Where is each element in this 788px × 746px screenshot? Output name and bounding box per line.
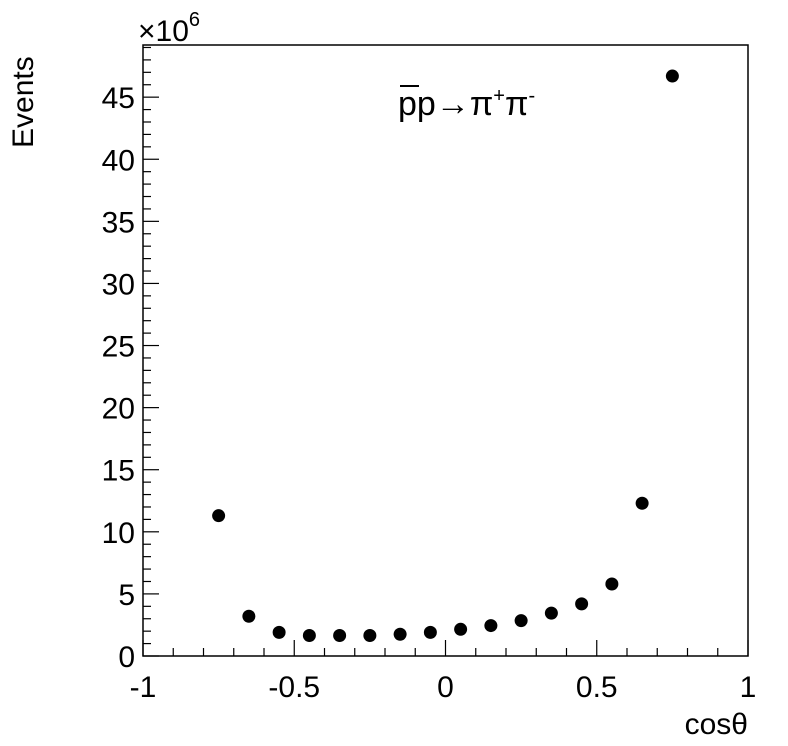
annotation-pi-plus: π <box>470 85 493 123</box>
x-tick-label: 0 <box>437 671 454 704</box>
data-point <box>514 614 528 628</box>
y-tick-label: 45 <box>102 82 135 115</box>
x-tick-label: -0.5 <box>268 671 320 704</box>
data-point <box>544 606 558 620</box>
x-tick-label: 1 <box>740 671 757 704</box>
data-point <box>605 577 619 591</box>
y-axis-title: Events <box>7 56 40 148</box>
data-point <box>272 625 286 639</box>
y-tick-label: 35 <box>102 206 135 239</box>
data-point <box>665 69 679 83</box>
annotation-arrow: → <box>436 85 470 123</box>
plot-frame <box>142 44 749 657</box>
y-multiplier-exponent: 6 <box>189 9 200 31</box>
data-point <box>575 597 589 611</box>
data-points <box>212 69 679 643</box>
axis-ticks <box>142 46 749 657</box>
annotation-sup-minus: - <box>528 85 535 107</box>
y-tick-label: 10 <box>102 517 135 550</box>
data-point <box>635 496 649 510</box>
svg-text:pp→π+π-: pp→π+π- <box>398 85 535 123</box>
y-tick-label: 20 <box>102 393 135 426</box>
annotation-base: pp <box>398 85 436 123</box>
data-point <box>333 629 347 643</box>
data-point <box>363 629 377 643</box>
reaction-annotation: pp→π+π- <box>398 85 535 123</box>
data-point <box>212 509 226 523</box>
data-point <box>484 619 498 633</box>
data-point <box>423 625 437 639</box>
y-tick-label: 5 <box>118 579 135 612</box>
data-point <box>302 629 316 643</box>
y-multiplier: ×106 <box>138 9 200 48</box>
x-tick-label: 0.5 <box>576 671 618 704</box>
annotation-sup-plus: + <box>493 85 505 107</box>
y-tick-label: 0 <box>118 641 135 674</box>
data-point <box>454 622 468 636</box>
data-point <box>393 627 407 641</box>
x-tick-label: -1 <box>130 671 157 704</box>
y-tick-label: 30 <box>102 268 135 301</box>
y-tick-label: 25 <box>102 331 135 364</box>
data-point <box>242 609 256 623</box>
x-axis-title: cosθ <box>685 708 748 741</box>
annotation-pi-minus: π <box>505 85 528 123</box>
y-tick-label: 40 <box>102 144 135 177</box>
y-tick-label: 15 <box>102 455 135 488</box>
